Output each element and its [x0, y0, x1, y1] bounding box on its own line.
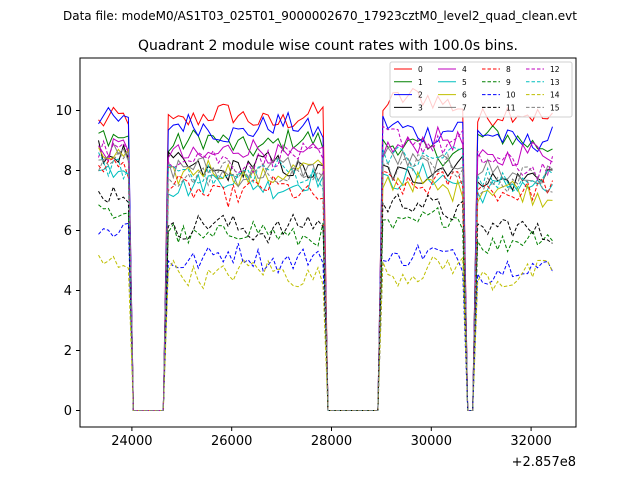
series-line-8: [98, 157, 553, 411]
x-tick-label: 28000: [311, 434, 352, 449]
legend-label-14: 14: [550, 91, 560, 100]
legend-label-1: 1: [418, 78, 423, 87]
x-tick-label: 24000: [111, 434, 152, 449]
y-axis: 0 2 4 6 8 10: [55, 104, 80, 419]
legend-label-10: 10: [506, 91, 516, 100]
chart-title: Quadrant 2 module wise count rates with …: [138, 38, 518, 54]
legend-label-12: 12: [550, 65, 560, 74]
series-line-11: [98, 185, 553, 411]
x-tick-label: 32000: [510, 434, 551, 449]
series-line-14: [98, 254, 553, 411]
y-tick-label: 6: [64, 224, 72, 239]
plot-area-frame: [79, 57, 577, 428]
legend-label-5: 5: [462, 78, 467, 87]
legend-label-9: 9: [506, 78, 511, 87]
y-tick-label: 2: [64, 344, 72, 359]
legend-label-3: 3: [418, 103, 423, 112]
legend-label-8: 8: [506, 65, 511, 74]
x-axis: 24000 26000 28000 30000 32000: [111, 427, 552, 449]
y-tick-label: 8: [64, 164, 72, 179]
x-tick-label: 26000: [211, 434, 252, 449]
chart-suptitle: Data file: modeM0/AS1T03_025T01_90000026…: [63, 9, 577, 23]
legend-label-6: 6: [462, 91, 467, 100]
series-line-15: [98, 149, 553, 411]
legend-label-0: 0: [418, 65, 423, 74]
legend-label-15: 15: [550, 103, 560, 112]
legend-label-4: 4: [462, 65, 467, 74]
legend-label-13: 13: [550, 78, 560, 87]
legend-label-11: 11: [506, 103, 516, 112]
legend-label-2: 2: [418, 91, 423, 100]
y-tick-label: 10: [55, 104, 72, 119]
y-tick-label: 4: [64, 284, 72, 299]
x-offset-label: +2.857e8: [512, 455, 576, 470]
x-tick-label: 30000: [411, 434, 452, 449]
legend-box: [389, 61, 573, 118]
legend-label-7: 7: [462, 103, 467, 112]
plot-lines: [98, 87, 553, 411]
y-tick-label: 0: [64, 404, 72, 419]
